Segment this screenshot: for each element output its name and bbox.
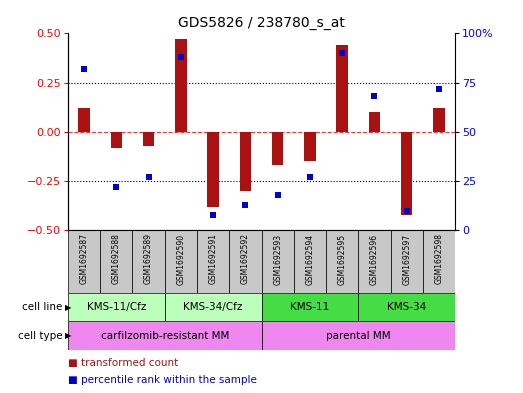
Text: parental MM: parental MM [326,331,391,341]
Bar [433,108,445,132]
Point [305,174,314,180]
Bar [78,108,90,132]
Text: GSM1692594: GSM1692594 [305,233,314,285]
Text: ▶: ▶ [65,303,72,312]
Text: GSM1692587: GSM1692587 [79,233,88,285]
Text: carfilzomib-resistant MM: carfilzomib-resistant MM [100,331,229,341]
Bar [175,39,187,132]
Point [209,211,218,218]
Bar [294,230,326,293]
Bar [208,132,219,207]
Text: ▶: ▶ [65,331,72,340]
Text: GSM1692598: GSM1692598 [435,233,444,285]
Point [144,174,153,180]
Point [80,66,88,72]
Text: GSM1692597: GSM1692597 [402,233,411,285]
Text: ■ transformed count: ■ transformed count [68,358,178,367]
Point [241,202,249,208]
Point [338,50,346,56]
Point [177,54,185,60]
Text: cell line: cell line [22,302,63,312]
Text: KMS-34: KMS-34 [387,302,426,312]
Text: GSM1692591: GSM1692591 [209,233,218,285]
Bar [165,230,197,293]
Text: GSM1692588: GSM1692588 [112,233,121,284]
Bar [336,45,348,132]
Bar [262,230,294,293]
Text: GSM1692592: GSM1692592 [241,233,250,285]
Bar [229,230,262,293]
Text: KMS-11/Cfz: KMS-11/Cfz [87,302,146,312]
Text: GSM1692593: GSM1692593 [273,233,282,285]
Text: KMS-34/Cfz: KMS-34/Cfz [184,302,243,312]
Text: GSM1692595: GSM1692595 [338,233,347,285]
Bar [165,293,262,321]
Bar [68,230,100,293]
Bar [401,132,412,215]
Bar [143,132,154,146]
Text: GSM1692590: GSM1692590 [176,233,185,285]
Text: GSM1692596: GSM1692596 [370,233,379,285]
Bar [132,230,165,293]
Point [274,192,282,198]
Bar [100,230,132,293]
Text: KMS-11: KMS-11 [290,302,329,312]
Bar [272,132,283,165]
Bar [68,321,262,350]
Bar [369,112,380,132]
Bar [326,230,358,293]
Bar [262,321,455,350]
Bar [304,132,315,162]
Point [112,184,120,190]
Bar [391,230,423,293]
Bar [68,293,165,321]
Point [403,208,411,214]
Bar [358,230,391,293]
Bar [262,293,358,321]
Text: cell type: cell type [18,331,63,341]
Title: GDS5826 / 238780_s_at: GDS5826 / 238780_s_at [178,16,345,29]
Point [435,85,443,92]
Point [370,93,379,99]
Text: ■ percentile rank within the sample: ■ percentile rank within the sample [68,375,257,385]
Bar [111,132,122,148]
Bar [358,293,455,321]
Text: GSM1692589: GSM1692589 [144,233,153,285]
Bar [423,230,455,293]
Bar [197,230,229,293]
Bar [240,132,251,191]
